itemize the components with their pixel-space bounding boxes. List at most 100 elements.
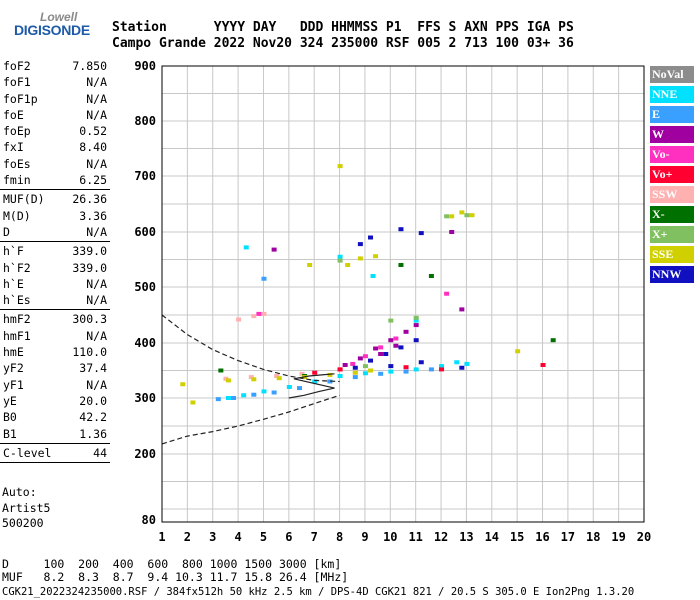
param-row: h`E N/A <box>0 276 110 292</box>
param-value: N/A <box>86 107 107 122</box>
echo-point <box>388 318 394 323</box>
echo-point <box>388 369 394 374</box>
file-info-line: CGK21_2022324235000.RSF / 384fx512h 50 k… <box>2 586 635 598</box>
param-row: foEs N/A <box>0 156 110 172</box>
echo-point <box>286 385 292 389</box>
param-group-muf: MUF(D) 26.36 M(D) 3.36 D N/A <box>0 191 110 240</box>
echo-point <box>383 352 389 356</box>
legend-item: Vo+ <box>650 166 694 183</box>
x-tick-label: 8 <box>336 530 343 544</box>
param-value: N/A <box>86 328 107 343</box>
echo-point <box>398 345 404 350</box>
y-tick-label: 800 <box>134 114 156 128</box>
echo-point <box>327 372 333 377</box>
echo-point <box>362 371 368 376</box>
param-name: M(D) <box>3 208 31 223</box>
footer-muf-row: MUF 8.2 8.3 8.7 9.4 10.3 11.7 15.8 26.4 … <box>2 570 349 584</box>
y-tick-labels: 80 200 300 400 500 600 700 800 900 <box>134 59 156 527</box>
echo-point <box>337 374 343 378</box>
echo-point <box>357 356 363 361</box>
echo-point <box>459 307 465 312</box>
echo-point <box>312 379 318 384</box>
param-row: foF1p N/A <box>0 91 110 107</box>
param-name: MUF(D) <box>3 192 45 207</box>
echo-point <box>428 274 434 278</box>
separator <box>0 241 110 243</box>
param-row: fxI 8.40 <box>0 139 110 155</box>
echo-point <box>261 389 267 394</box>
param-value: N/A <box>86 156 107 171</box>
echo-point <box>296 386 302 391</box>
echo-point <box>413 318 419 323</box>
echo-point <box>378 371 384 376</box>
param-group-c-level: C-level 44 <box>0 445 110 461</box>
param-name: hmE <box>3 345 24 360</box>
station-header: Station YYYY DAY DDD HHMMSS P1 FFS S AXN… <box>112 20 574 52</box>
param-row: B1 1.36 <box>0 426 110 442</box>
echo-point <box>362 364 368 369</box>
param-value: 7.850 <box>72 59 107 73</box>
echo-point <box>225 396 231 400</box>
param-group-profile: hmF2 300.3 hmF1 N/A hmE 110.0 yF2 37.4 yF1 N/A yE 2… <box>0 311 110 441</box>
param-row: foF2 7.850 <box>0 58 110 74</box>
echo-point <box>403 369 409 374</box>
echo-point <box>256 311 262 316</box>
auto-label: Auto: <box>2 485 37 499</box>
param-row: yF2 37.4 <box>0 360 110 376</box>
echo-point <box>464 361 470 366</box>
param-name: B1 <box>3 426 17 441</box>
parameters-panel: foF2 7.850 foF1 N/A foF1p N/A foE N/A foEp 0.52 fx… <box>0 58 110 464</box>
param-name: foF1p <box>3 91 38 106</box>
echo-point <box>373 254 379 259</box>
echo-point <box>276 376 282 381</box>
echo-point <box>299 371 305 376</box>
echo-point <box>378 345 384 350</box>
x-tick-label: 20 <box>637 530 651 544</box>
param-name: hmF2 <box>3 312 31 327</box>
param-value: 339.0 <box>72 260 107 275</box>
echo-point <box>352 365 358 370</box>
x-tick-label: 9 <box>361 530 368 544</box>
param-value: N/A <box>86 224 107 239</box>
header-line2: Campo Grande 2022 Nov20 324 235000 RSF 0… <box>112 36 574 51</box>
y-tick-label: 300 <box>134 391 156 405</box>
x-tick-label: 7 <box>311 530 318 544</box>
echo-point <box>248 375 254 380</box>
x-tick-label: 19 <box>611 530 625 544</box>
param-name: h`F2 <box>3 260 31 275</box>
x-tick-label: 14 <box>485 530 499 544</box>
x-tick-label: 10 <box>383 530 397 544</box>
param-value: N/A <box>86 75 107 90</box>
echo-point <box>368 235 374 240</box>
echo-point <box>439 367 445 372</box>
echo-point <box>444 291 450 296</box>
y-tick-label: 400 <box>134 336 156 350</box>
echo-point <box>231 396 237 400</box>
echo-point <box>393 343 399 348</box>
echo-point <box>251 392 257 397</box>
echo-point <box>261 276 267 281</box>
param-name: foEs <box>3 156 31 171</box>
profile-line <box>161 394 340 445</box>
param-value: 42.2 <box>79 410 107 425</box>
echo-point <box>236 317 242 322</box>
x-tick-label: 2 <box>184 530 191 544</box>
echo-point <box>370 274 376 278</box>
y-tick-label: 600 <box>134 225 156 239</box>
echo-point <box>362 354 368 359</box>
echo-point <box>413 367 419 372</box>
separator <box>0 189 110 191</box>
echo-point <box>243 245 249 250</box>
separator <box>0 462 110 464</box>
plot-frame <box>161 65 645 523</box>
y-tick-label: 900 <box>134 59 156 73</box>
x-tick-label: 3 <box>209 530 216 544</box>
param-group-virtual-heights: h`F 339.0 h`F2 339.0 h`E N/A h`Es N/A <box>0 243 110 308</box>
x-tick-labels: 1 2 3 4 5 6 7 8 9 10 11 12 13 14 15 16 17 18 19 20 <box>158 530 651 544</box>
y-tick-label: 200 <box>134 447 156 461</box>
echo-point <box>393 336 399 341</box>
legend-item: SSE <box>650 246 694 263</box>
param-name: h`F <box>3 244 24 259</box>
y-tick-label: 500 <box>134 280 156 294</box>
echo-point <box>454 360 460 365</box>
